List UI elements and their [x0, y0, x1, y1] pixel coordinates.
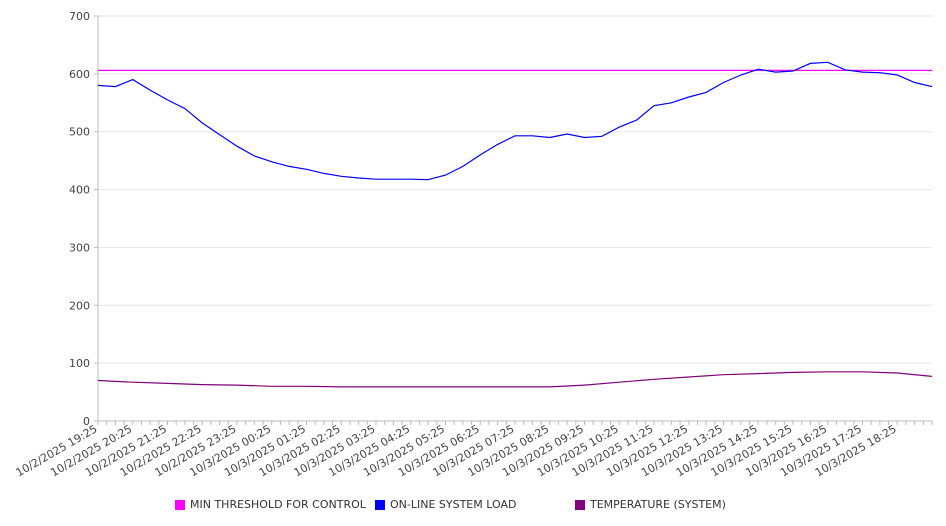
temperature-line: [97, 371, 933, 388]
legend-swatch-threshold: [175, 499, 185, 510]
legend-label-load: ON-LINE SYSTEM LOAD: [390, 498, 517, 511]
y-tick-label: 600: [69, 68, 90, 81]
y-tick-label: 200: [69, 299, 90, 312]
legend-label-threshold: MIN THRESHOLD FOR CONTROL: [190, 498, 366, 511]
legend-item-load[interactable]: ON-LINE SYSTEM LOAD: [375, 498, 516, 511]
y-tick-label: 400: [69, 184, 90, 197]
legend: MIN THRESHOLD FOR CONTROL ON-LINE SYSTEM…: [0, 498, 946, 514]
legend-item-temperature[interactable]: TEMPERATURE (SYSTEM): [575, 498, 726, 511]
y-tick-label: 300: [69, 241, 90, 254]
y-tick-label: 500: [69, 126, 90, 139]
y-tick-label: 100: [69, 357, 90, 370]
y-tick-label: 700: [69, 10, 90, 23]
legend-swatch-temperature: [575, 499, 585, 510]
legend-label-temperature: TEMPERATURE (SYSTEM): [590, 498, 726, 511]
legend-item-threshold[interactable]: MIN THRESHOLD FOR CONTROL: [175, 498, 366, 511]
legend-swatch-load: [375, 499, 385, 510]
load-line: [97, 61, 933, 181]
y-tick-label: 0: [83, 415, 90, 428]
